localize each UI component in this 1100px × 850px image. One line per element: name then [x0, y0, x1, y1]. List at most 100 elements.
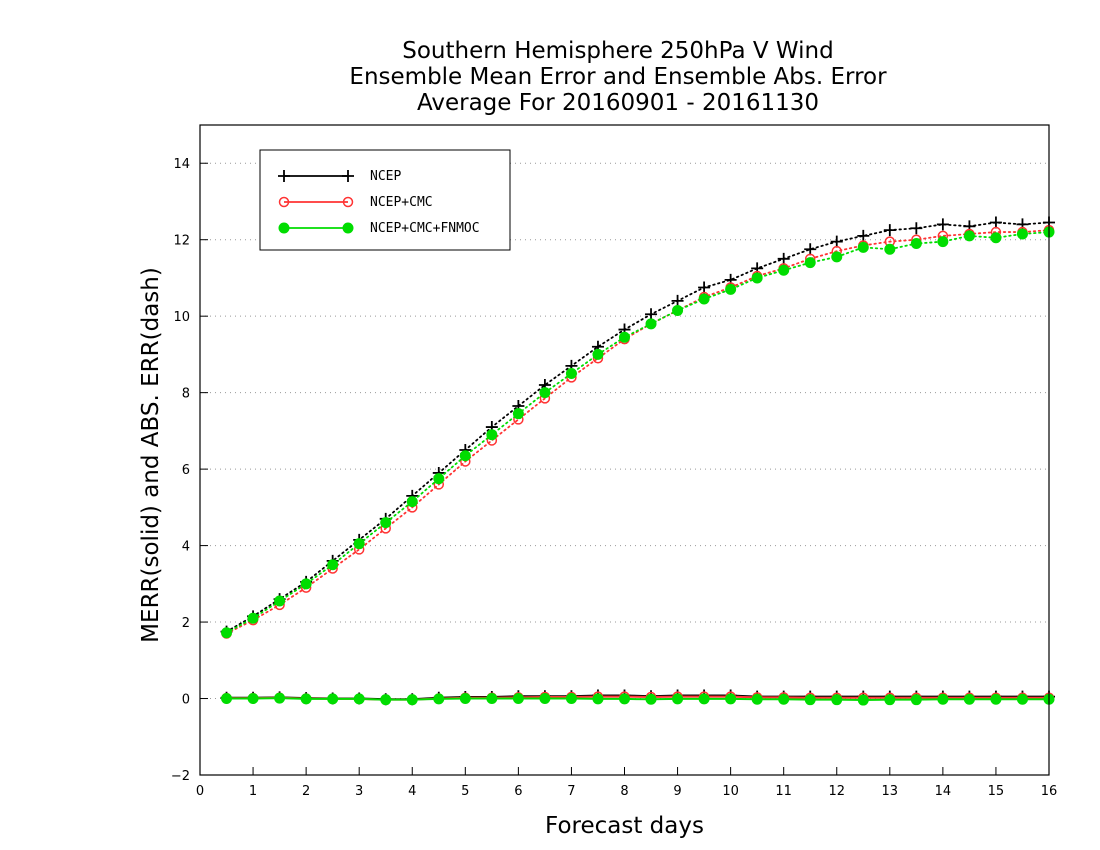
abs-error-point — [327, 559, 339, 571]
abs-error-point — [406, 496, 418, 508]
mean-error-point — [831, 694, 843, 706]
mean-error-point — [645, 693, 657, 705]
mean-error-point — [725, 693, 737, 705]
abs-error-line — [225, 229, 1050, 635]
abs-error-point — [645, 308, 658, 321]
x-tick-label: 1 — [249, 784, 257, 799]
abs-error-point — [274, 595, 286, 607]
mean-error-point — [353, 693, 365, 705]
mean-error-point — [698, 693, 710, 705]
y-axis-label: MERR(solid) and ABS. ERR(dash) — [138, 267, 164, 643]
abs-error-point — [592, 348, 604, 360]
y-tick-label: 0 — [182, 693, 190, 708]
legend-marker — [278, 170, 290, 182]
mean-error-point — [751, 693, 763, 705]
series-ncep-cmc-fnmoc — [221, 226, 1055, 706]
x-tick-label: 7 — [567, 784, 575, 799]
title-line-1: Southern Hemisphere 250hPa V Wind — [402, 38, 833, 64]
mean-error-point — [619, 693, 630, 705]
x-tick-label: 6 — [514, 784, 522, 799]
mean-error-point — [459, 693, 471, 705]
abs-error-point — [672, 304, 684, 316]
abs-error-point — [645, 318, 657, 330]
abs-error-point — [963, 230, 975, 242]
y-tick-label: 2 — [182, 616, 190, 631]
abs-error-point — [804, 257, 816, 269]
legend: NCEP NCEP+CMC NCEP+CMC+FNMOC — [259, 149, 511, 251]
x-tick-label: 0 — [196, 784, 204, 799]
mean-error-point — [1016, 693, 1028, 705]
mean-error-point — [406, 694, 418, 706]
y-tick-label: 8 — [182, 387, 190, 402]
abs-error-point — [936, 218, 949, 231]
mean-error-point — [857, 694, 869, 706]
x-tick-label: 12 — [828, 784, 845, 799]
abs-error-point — [698, 293, 710, 305]
mean-error-point — [963, 693, 975, 705]
x-tick-label: 10 — [722, 784, 739, 799]
mean-error-point — [672, 693, 684, 705]
abs-error-point — [619, 331, 630, 343]
y-axis-ticks: −2 0 2 4 6 8 10 12 14 — [171, 157, 208, 784]
y-tick-label: 6 — [182, 463, 190, 478]
abs-error-point — [857, 229, 870, 242]
y-tick-label: 14 — [173, 157, 190, 172]
y-tick-label: 12 — [173, 234, 190, 249]
abs-error-point — [910, 222, 923, 235]
abs-error-point — [989, 216, 1002, 229]
abs-error-point — [698, 281, 711, 294]
abs-error-point — [831, 251, 843, 263]
abs-error-point — [539, 387, 551, 399]
mean-error-point — [910, 694, 922, 706]
abs-error-point — [778, 264, 790, 276]
mean-error-point — [327, 693, 339, 705]
mean-error-point — [565, 693, 577, 705]
mean-error-point — [274, 692, 286, 704]
abs-error-point — [857, 241, 869, 253]
abs-error-point — [380, 517, 392, 529]
abs-error-point — [353, 538, 365, 550]
abs-error-point — [221, 627, 233, 639]
series-ncep — [220, 216, 1055, 706]
series-ncep-cmc — [221, 224, 1055, 705]
abs-error-point — [247, 612, 259, 624]
abs-error-line — [225, 231, 1050, 634]
abs-error-point — [433, 473, 445, 485]
mean-error-point — [778, 693, 790, 705]
abs-error-point — [751, 262, 764, 275]
x-tick-label: 3 — [355, 784, 363, 799]
mean-error-point — [804, 694, 816, 706]
x-tick-label: 16 — [1041, 784, 1058, 799]
x-tick-label: 13 — [882, 784, 899, 799]
mean-error-point — [884, 694, 896, 706]
legend-item: NCEP+CMC+FNMOC — [278, 221, 480, 236]
abs-error-point — [1016, 228, 1028, 240]
x-axis-ticks: 0 1 2 3 4 5 6 7 8 9 10 11 12 13 14 15 16 — [196, 767, 1057, 799]
x-tick-label: 9 — [673, 784, 681, 799]
mean-error-point — [247, 693, 259, 705]
mean-error-point — [539, 693, 551, 705]
abs-error-line — [225, 221, 1050, 633]
abs-error-point — [512, 408, 524, 420]
abs-error-point — [486, 429, 498, 441]
x-tick-label: 5 — [461, 784, 469, 799]
y-tick-label: −2 — [171, 769, 190, 784]
abs-error-point — [565, 368, 577, 380]
y-tick-label: 4 — [182, 540, 190, 555]
abs-error-point — [777, 252, 790, 265]
abs-error-point — [937, 236, 949, 248]
legend-item: NCEP — [278, 169, 401, 184]
x-tick-label: 2 — [302, 784, 310, 799]
abs-error-point — [990, 232, 1002, 244]
abs-error-point — [910, 238, 922, 250]
abs-error-point — [830, 235, 843, 248]
series-lines — [220, 216, 1055, 706]
legend-label: NCEP+CMC — [370, 195, 433, 210]
legend-item: NCEP+CMC — [278, 195, 433, 210]
legend-marker — [342, 196, 354, 208]
x-axis-label: Forecast days — [545, 813, 704, 839]
abs-error-point — [884, 243, 896, 255]
abs-error-point — [724, 273, 737, 286]
legend-marker — [278, 222, 290, 234]
